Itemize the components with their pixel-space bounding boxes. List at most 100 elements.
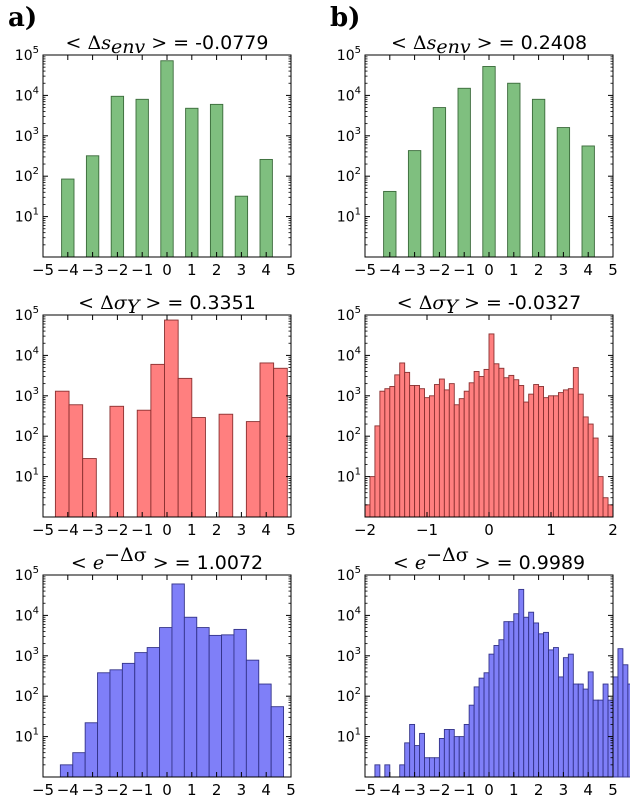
bar — [159, 627, 173, 778]
panel-label-b: b) — [330, 3, 360, 33]
y-tick-label: 103 — [337, 386, 361, 405]
bar — [478, 376, 485, 518]
bar — [374, 764, 381, 778]
bar — [507, 82, 521, 258]
bar — [82, 458, 97, 518]
bar — [221, 634, 235, 778]
y-tick-label: 103 — [15, 386, 39, 405]
bar — [424, 397, 430, 518]
y-tick-label: 102 — [15, 426, 39, 445]
bar — [528, 393, 535, 518]
bar — [414, 385, 421, 518]
x-tick-label: 4 — [583, 261, 593, 279]
bar — [110, 95, 125, 258]
x-tick-label: 2 — [212, 521, 222, 539]
bar — [409, 385, 416, 518]
x-tick-label: 0 — [162, 521, 172, 539]
bar — [109, 669, 123, 778]
x-tick-label: 4 — [261, 261, 271, 279]
bar — [432, 107, 447, 258]
y-tick-label: 105 — [337, 45, 361, 64]
bar — [374, 425, 381, 518]
bar — [592, 699, 599, 778]
x-tick-label: −2 — [106, 261, 128, 279]
chart-3: −5 −4 −3 −2 −1 0 1 2 3 4 5 101 102 103 104 105 < ΔσY > =… — [15, 292, 296, 539]
x-tick-label: 5 — [608, 781, 618, 796]
x-tick-label: −4 — [379, 261, 401, 279]
bar — [567, 388, 574, 518]
bar — [523, 616, 530, 778]
bar — [513, 379, 520, 518]
bar — [364, 504, 371, 518]
bar — [518, 588, 525, 778]
bar — [562, 657, 569, 778]
x-tick-label: 3 — [237, 261, 247, 279]
bar — [134, 652, 148, 778]
x-tick-label: −1 — [416, 521, 438, 539]
x-tick-label: −5 — [32, 261, 54, 279]
panel-label-a: a) — [8, 3, 37, 33]
y-tick-label: 103 — [337, 126, 361, 145]
bar — [513, 613, 520, 778]
bar — [597, 476, 604, 518]
bar — [533, 622, 540, 778]
bar — [518, 385, 525, 518]
y-tick-label: 105 — [337, 305, 361, 324]
bar — [533, 384, 540, 518]
bar — [473, 686, 480, 778]
bar — [478, 677, 485, 778]
x-tick-label: −4 — [57, 781, 79, 796]
x-tick-label: 3 — [237, 781, 247, 796]
bar — [463, 723, 470, 778]
y-tick-label: 105 — [15, 565, 39, 584]
bar — [553, 395, 559, 518]
bar — [136, 409, 152, 518]
y-tick-label: 104 — [337, 85, 361, 104]
bar — [581, 145, 595, 258]
bar — [493, 363, 500, 518]
bar — [468, 704, 475, 778]
bar — [523, 401, 530, 518]
bar — [538, 633, 545, 778]
chart-1: −5 −4 −3 −2 −1 0 1 2 3 4 5 101 102 103 104 105 < Δsenv >… — [15, 32, 296, 279]
bar — [553, 647, 559, 778]
bar — [185, 107, 199, 258]
bar — [433, 384, 440, 518]
x-tick-label: −3 — [82, 781, 104, 796]
bar — [473, 371, 480, 518]
bar — [607, 504, 614, 518]
bar — [508, 621, 515, 778]
bar — [209, 103, 224, 258]
bar — [572, 683, 579, 778]
bar — [503, 621, 510, 778]
y-tick-label: 105 — [15, 305, 39, 324]
bar — [258, 683, 272, 778]
bar — [160, 60, 174, 258]
bar — [407, 150, 422, 258]
bar — [443, 729, 450, 778]
y-tick-label: 101 — [337, 727, 361, 746]
y-tick-label: 103 — [15, 126, 39, 145]
bar — [483, 672, 490, 778]
bar — [97, 672, 111, 778]
x-tick-label: −2 — [354, 521, 376, 539]
bar — [457, 87, 471, 258]
y-tick-label: 101 — [337, 467, 361, 486]
bar — [438, 378, 445, 518]
x-tick-label: −4 — [57, 521, 79, 539]
bar — [602, 497, 609, 518]
bar — [270, 706, 285, 778]
x-tick-label: 4 — [583, 781, 593, 796]
x-tick-label: −3 — [404, 261, 426, 279]
y-tick-label: 102 — [337, 426, 361, 445]
bar — [384, 764, 391, 778]
bar — [592, 437, 599, 518]
bar — [577, 683, 584, 778]
bar — [135, 98, 149, 258]
bar — [538, 386, 545, 518]
bar — [572, 367, 579, 518]
x-tick-label: 4 — [261, 521, 271, 539]
bar — [404, 742, 411, 778]
chart-2: −5 −4 −3 −2 −1 0 1 2 3 4 5 101 102 103 104 105 < Δsenv >… — [337, 32, 618, 279]
y-tick-label: 102 — [15, 166, 39, 185]
